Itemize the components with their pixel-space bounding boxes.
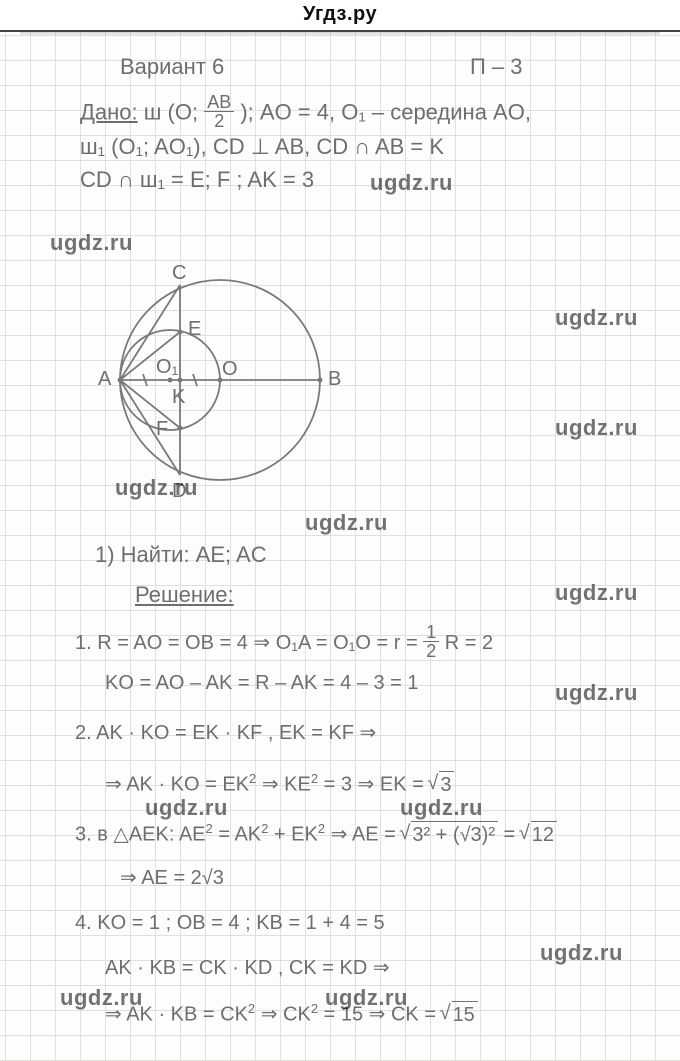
- step-4c: ⇒ AK · KB = CK2 ⇒ CK2 = 15 ⇒ CK = 15: [105, 1000, 478, 1029]
- lbl-C: C: [172, 262, 186, 285]
- lbl-B: B: [328, 368, 341, 391]
- geometry-diagram: A B O O₁ K C D E F: [60, 250, 380, 520]
- lbl-A: A: [98, 368, 111, 391]
- given-1a: ш (O;: [144, 99, 198, 124]
- lbl-F: F: [156, 418, 168, 441]
- lbl-D: D: [172, 480, 186, 503]
- solution-label: Решение:: [135, 580, 234, 610]
- sqrt-expr: 3² + (√3)²: [401, 821, 498, 849]
- sqrt-3: 3: [429, 771, 454, 799]
- step-2a: 2. AK · KO = EK · KF , EK = KF ⇒: [75, 720, 376, 747]
- variant-title: Вариант 6: [120, 52, 224, 82]
- lbl-K: K: [172, 386, 185, 409]
- site-name: Угдз.ру: [303, 3, 377, 25]
- given-line-2: ш₁ (O₁; AO₁), CD ⊥ AB, CD ∩ AB = K: [80, 132, 444, 162]
- given-label: Дано:: [80, 99, 138, 124]
- step-1a: 1. R = AO = OB = 4 ⇒ O₁A = O₁O = r = 1 2…: [75, 625, 493, 662]
- given-1b: ); AO = 4, O₁ – середина AO,: [240, 99, 531, 124]
- step-2b: ⇒ AK · KO = EK2 ⇒ KE2 = 3 ⇒ EK = 3: [105, 770, 454, 799]
- step-4b: AK · KB = CK · KD , CK = KD ⇒: [105, 955, 390, 982]
- step-3b: ⇒ AE = 2√3: [120, 865, 224, 892]
- lbl-E: E: [188, 318, 201, 341]
- site-header: Угдз.ру: [0, 0, 680, 32]
- task1-find: 1) Найти: AE; AC: [95, 540, 267, 570]
- frac-ab2: AB 2: [204, 93, 234, 130]
- step-3a: 3. в △AEK: AE2 = AK2 + EK2 ⇒ AE = 3² + (…: [75, 820, 557, 849]
- step-1b: KO = AO – AK = R – AK = 4 – 3 = 1: [105, 670, 419, 697]
- given-line-3: CD ∩ ш₁ = E; F ; AK = 3: [80, 165, 314, 195]
- sqrt-12: 12: [521, 821, 557, 849]
- frac-half: 1 2: [423, 623, 439, 660]
- given-line-1: Дано: ш (O; AB 2 ); AO = 4, O₁ – середин…: [80, 95, 531, 132]
- lbl-O1: O₁: [156, 356, 178, 379]
- task-code: П – 3: [470, 52, 523, 82]
- lbl-O: O: [222, 358, 238, 381]
- sqrt-15: 15: [442, 1001, 478, 1029]
- step-4a: 4. KO = 1 ; OB = 4 ; KB = 1 + 4 = 5: [75, 910, 385, 937]
